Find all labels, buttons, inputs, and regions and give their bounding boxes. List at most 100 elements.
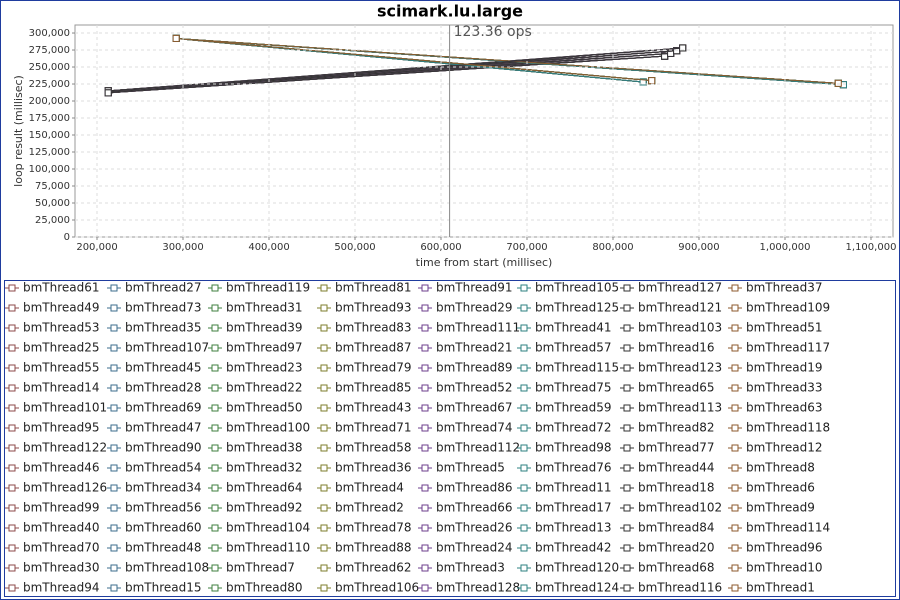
legend-marker [623, 504, 631, 512]
legend-label: bmThread32 [226, 461, 303, 475]
plot-layer [104, 34, 847, 97]
legend-marker [110, 424, 118, 432]
legend-marker [8, 524, 16, 532]
y-tick-label: 275,000 [29, 45, 70, 56]
legend-marker [731, 464, 739, 472]
series-line [176, 37, 652, 82]
legend-marker [520, 364, 528, 372]
legend-label: bmThread108 [125, 561, 209, 575]
chart-title: scimark.lu.large [377, 2, 523, 21]
legend-label: bmThread95 [23, 421, 100, 435]
plot-area [74, 24, 894, 238]
legend-marker [421, 444, 429, 452]
legend-label: bmThread79 [335, 361, 412, 375]
legend-marker [211, 284, 219, 292]
legend-label: bmThread39 [226, 321, 303, 335]
legend-label: bmThread61 [23, 281, 100, 295]
legend-label: bmThread19 [746, 361, 823, 375]
point-marker [639, 78, 647, 86]
x-axis-label: time from start (millisec) [416, 256, 553, 269]
x-tick-label: 900,000 [678, 242, 719, 253]
legend-label: bmThread16 [638, 341, 715, 355]
legend-label: bmThread69 [125, 401, 202, 415]
legend-label: bmThread29 [436, 301, 513, 315]
legend-label: bmThread123 [638, 361, 722, 375]
legend-marker [421, 424, 429, 432]
legend-label: bmThread4 [335, 481, 404, 495]
legend-label: bmThread122 [23, 441, 107, 455]
x-tick-label: 700,000 [506, 242, 547, 253]
legend-label: bmThread13 [535, 521, 612, 535]
legend-marker [731, 304, 739, 312]
point-marker [834, 79, 842, 87]
legend-label: bmThread3 [436, 561, 505, 575]
legend-marker [320, 324, 328, 332]
legend-label: bmThread89 [436, 361, 513, 375]
y-tick-label: 150,000 [29, 130, 70, 141]
legend-marker [421, 384, 429, 392]
legend-label: bmThread52 [436, 381, 513, 395]
legend-label: bmThread34 [125, 481, 202, 495]
legend-marker [110, 464, 118, 472]
legend-label: bmThread9 [746, 501, 815, 515]
legend-marker [8, 544, 16, 552]
legend-marker [211, 344, 219, 352]
legend-marker [520, 304, 528, 312]
y-axis-label: loop result (millisec) [12, 75, 25, 187]
x-tick-label: 1,100,000 [846, 242, 897, 253]
legend-label: bmThread40 [23, 521, 100, 535]
legend-marker [320, 484, 328, 492]
legend-marker [320, 404, 328, 412]
legend-marker [110, 384, 118, 392]
x-tick-label: 300,000 [162, 242, 203, 253]
legend-label: bmThread74 [436, 421, 513, 435]
legend-label: bmThread82 [638, 421, 715, 435]
legend-label: bmThread65 [638, 381, 715, 395]
legend-marker [520, 424, 528, 432]
legend-label: bmThread1 [746, 581, 815, 595]
legend-marker [520, 404, 528, 412]
legend-marker [731, 524, 739, 532]
legend-label: bmThread109 [746, 301, 830, 315]
legend-marker [211, 384, 219, 392]
y-tick-label: 75,000 [35, 181, 70, 192]
legend-marker [520, 284, 528, 292]
legend-label: bmThread31 [226, 301, 303, 315]
legend-label: bmThread121 [638, 301, 722, 315]
legend-label: bmThread30 [23, 561, 100, 575]
legend-marker [623, 384, 631, 392]
legend-marker [211, 524, 219, 532]
legend-label: bmThread75 [535, 381, 612, 395]
legend-label: bmThread5 [436, 461, 505, 475]
legend-label: bmThread27 [125, 281, 202, 295]
legend-label: bmThread112 [436, 441, 520, 455]
legend-label: bmThread51 [746, 321, 823, 335]
legend-marker [320, 384, 328, 392]
legend-label: bmThread104 [226, 521, 310, 535]
legend-label: bmThread116 [638, 581, 722, 595]
legend-label: bmThread107 [125, 341, 209, 355]
legend-label: bmThread77 [638, 441, 715, 455]
legend-marker [731, 504, 739, 512]
legend-label: bmThread87 [335, 341, 412, 355]
legend-marker [320, 544, 328, 552]
legend-marker [8, 484, 16, 492]
legend-marker [421, 504, 429, 512]
legend-label: bmThread115 [535, 361, 619, 375]
legend-marker [731, 484, 739, 492]
legend-marker [623, 304, 631, 312]
annotation: 123.36 ops [454, 24, 532, 40]
legend-label: bmThread7 [226, 561, 295, 575]
legend-label: bmThread111 [436, 321, 520, 335]
legend-label: bmThread76 [535, 461, 612, 475]
legend-label: bmThread124 [535, 581, 619, 595]
legend-label: bmThread11 [535, 481, 612, 495]
legend-marker [731, 404, 739, 412]
legend-marker [8, 424, 16, 432]
legend-marker [8, 564, 16, 572]
legend-label: bmThread38 [226, 441, 303, 455]
legend-marker [320, 564, 328, 572]
legend-label: bmThread99 [23, 501, 100, 515]
legend-marker [731, 444, 739, 452]
point-marker [104, 89, 112, 97]
